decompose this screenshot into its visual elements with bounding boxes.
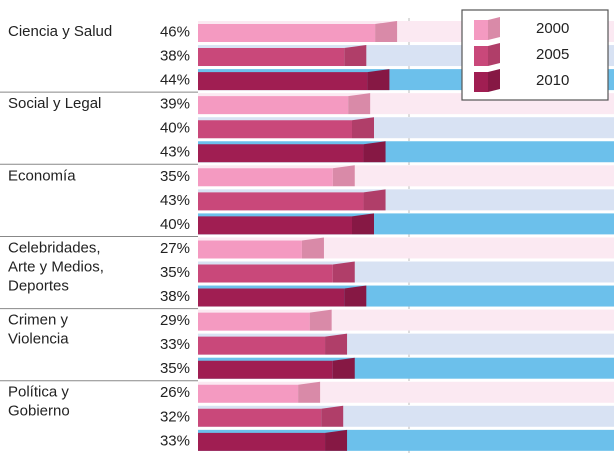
category-label: Violencia (8, 331, 69, 348)
bar (198, 336, 326, 355)
bar-side (309, 309, 332, 331)
bar-side (344, 45, 367, 67)
legend-swatch (474, 72, 488, 92)
bar (198, 264, 333, 283)
bar (198, 216, 352, 235)
legend-label: 2005 (536, 46, 569, 63)
legend-swatch (474, 46, 488, 66)
bar (198, 384, 299, 403)
value-label: 46% (160, 23, 190, 40)
bar-side (301, 237, 324, 259)
value-label: 26% (160, 384, 190, 401)
value-label: 40% (160, 216, 190, 233)
bar-side (321, 405, 344, 427)
value-label: 32% (160, 408, 190, 425)
bar-side (325, 333, 348, 355)
value-label: 38% (160, 48, 190, 65)
bar (198, 48, 345, 67)
value-label: 35% (160, 168, 190, 185)
bar-side (348, 93, 371, 115)
value-label: 44% (160, 72, 190, 89)
bar (198, 144, 364, 163)
legend-swatch-side (488, 43, 500, 66)
category-label: Economía (8, 167, 76, 184)
legend-swatch (474, 20, 488, 40)
bar (198, 240, 302, 259)
value-label: 33% (160, 336, 190, 353)
bar (198, 408, 322, 427)
legend-swatch-side (488, 17, 500, 40)
value-label: 39% (160, 96, 190, 113)
bar-side (367, 69, 390, 91)
value-label: 38% (160, 288, 190, 305)
bar (198, 24, 376, 42)
value-label: 27% (160, 240, 190, 257)
value-label: 43% (160, 144, 190, 161)
bar (198, 96, 349, 115)
category-label: Gobierno (8, 403, 70, 420)
category-label: Ciencia y Salud (8, 23, 112, 40)
bar-side (352, 117, 374, 139)
bar (198, 120, 352, 139)
bar-side (332, 165, 355, 187)
legend-label: 2000 (536, 20, 569, 37)
bar-side (352, 213, 374, 235)
bar-side (344, 285, 367, 307)
category-label: Deportes (8, 277, 69, 294)
value-label: 40% (160, 120, 190, 137)
value-label: 33% (160, 432, 190, 449)
bar-side (375, 21, 398, 42)
bar-side (363, 141, 386, 163)
bar (198, 168, 333, 187)
category-label: Política y (8, 384, 69, 401)
bar (198, 312, 310, 331)
category-label: Social y Legal (8, 95, 101, 112)
value-label: 29% (160, 312, 190, 329)
category-label: Arte y Medios, (8, 258, 104, 275)
legend-swatch-side (488, 69, 500, 92)
bar-side (325, 429, 348, 451)
bar (198, 360, 333, 379)
bar (198, 72, 368, 91)
value-label: 35% (160, 360, 190, 377)
bar-side (363, 189, 386, 211)
bar-side (332, 357, 355, 379)
category-label: Celebridades, (8, 239, 101, 256)
value-label: 43% (160, 192, 190, 209)
bar (198, 192, 364, 211)
bar (198, 432, 326, 451)
bar-side (332, 261, 355, 283)
category-label: Crimen y (8, 312, 69, 329)
legend-label: 2010 (536, 72, 569, 89)
bar (198, 288, 345, 307)
bar-side (298, 381, 321, 403)
value-label: 35% (160, 264, 190, 281)
